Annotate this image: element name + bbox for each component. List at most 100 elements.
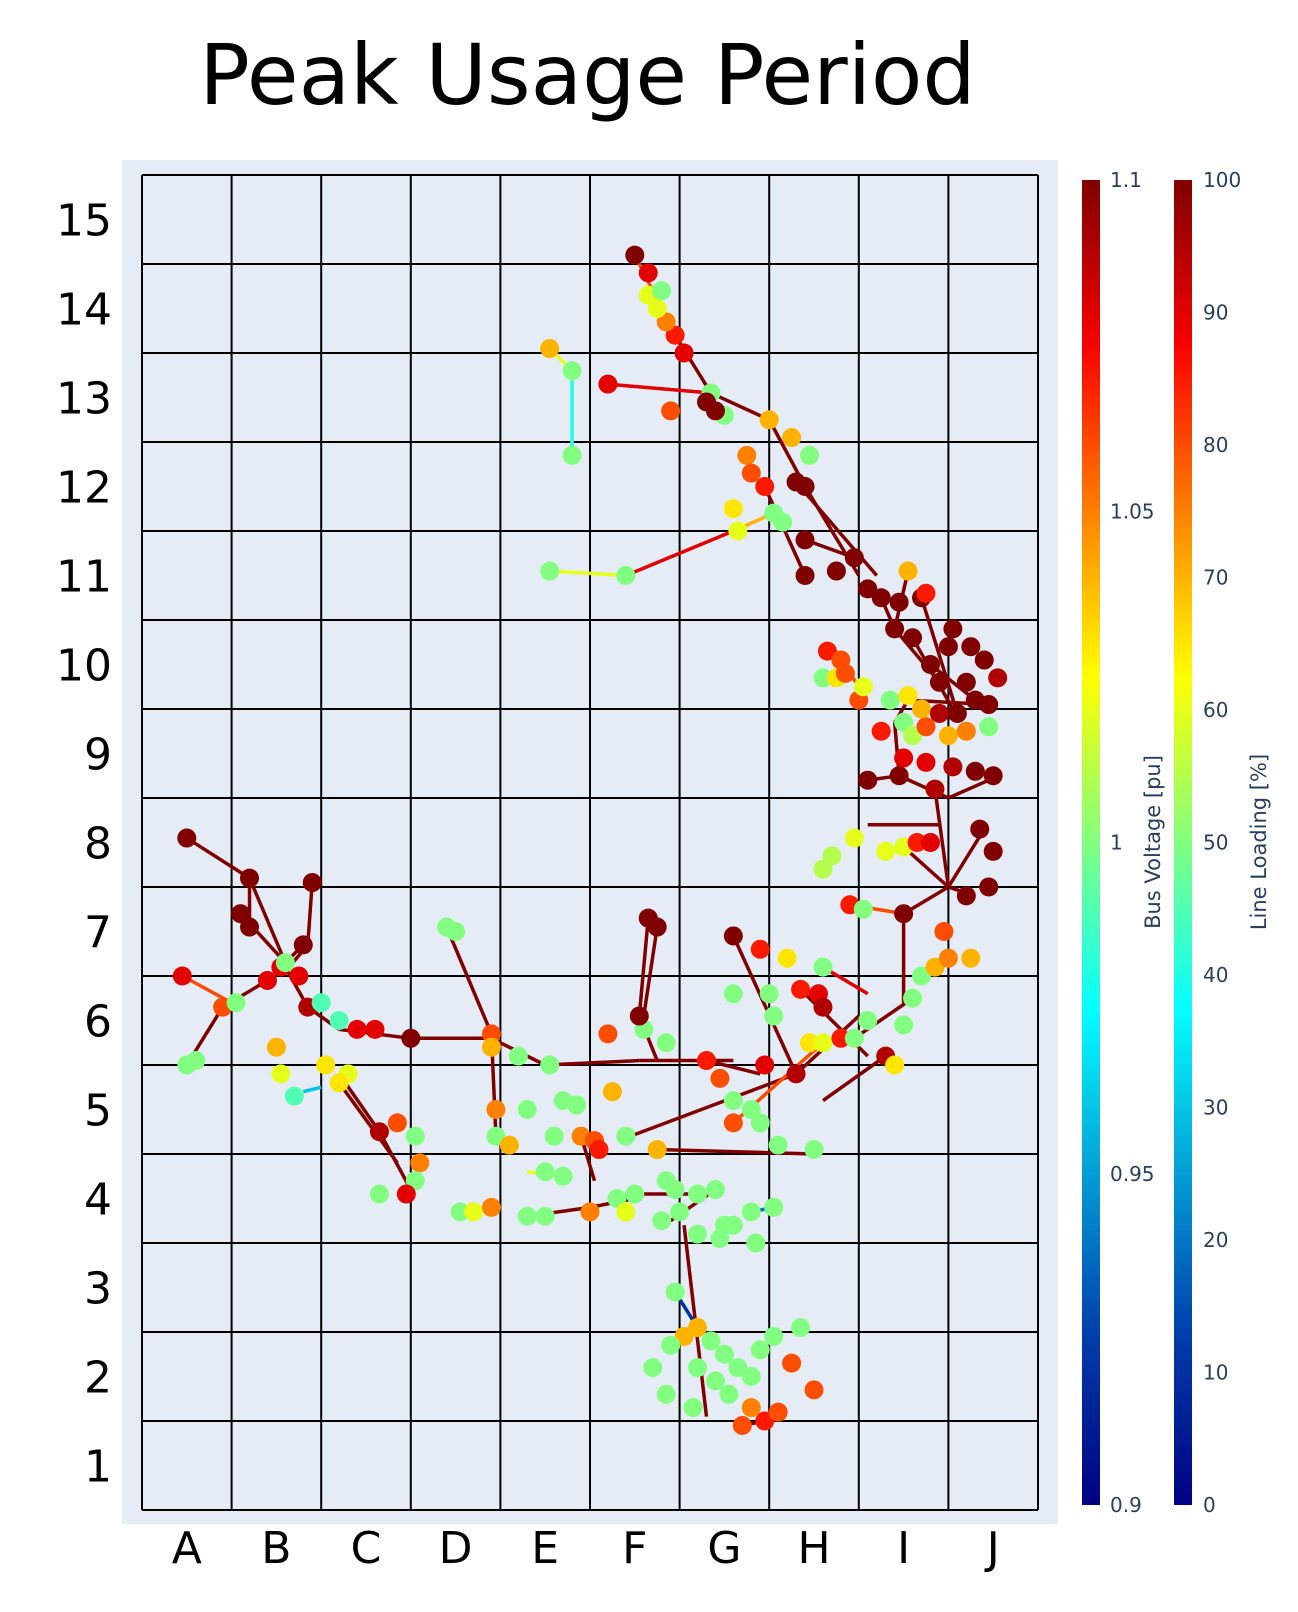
- bus-point: [387, 1113, 407, 1133]
- bus-point: [925, 957, 945, 977]
- bus-point: [804, 1140, 824, 1160]
- x-tick-label: J: [984, 1523, 1000, 1574]
- y-tick-label: 1: [84, 1442, 112, 1493]
- bus-point: [965, 761, 985, 781]
- colorbar-tick-label: 80: [1203, 433, 1228, 457]
- bus-point: [240, 917, 260, 937]
- colorbar-tick-label: 70: [1203, 566, 1228, 590]
- bus-point: [916, 752, 936, 772]
- bus-point: [813, 1033, 833, 1053]
- bus-point: [275, 953, 295, 973]
- bus-point: [903, 628, 923, 648]
- bus-point: [602, 1082, 622, 1102]
- bus-point: [759, 984, 779, 1004]
- bus-point: [598, 1024, 618, 1044]
- colorbar-tick-label: 0.95: [1110, 1162, 1155, 1186]
- bus-point: [696, 1051, 716, 1071]
- bus-point: [616, 566, 636, 585]
- bus-point: [665, 325, 685, 345]
- bus-point: [670, 1202, 690, 1222]
- bus-point: [768, 1402, 788, 1422]
- bus-point: [589, 1140, 609, 1160]
- bus-point: [562, 361, 582, 381]
- x-tick-label: H: [797, 1523, 830, 1574]
- bus-point: [723, 984, 743, 1004]
- line-segment: [710, 391, 770, 422]
- line-segment: [625, 529, 735, 578]
- bus-point: [741, 1367, 761, 1386]
- bus-point: [661, 401, 681, 421]
- bus-point: [540, 561, 560, 581]
- bus-point: [737, 445, 757, 465]
- bus-point: [764, 1197, 784, 1217]
- bus-point: [172, 966, 192, 986]
- line-segment: [919, 597, 960, 714]
- loading-colorbar: 0 10 20 30 40 50 60 70 80 90 100 Line Loading [%]: [1174, 168, 1271, 1517]
- colorbar-tick-label: 30: [1203, 1096, 1228, 1120]
- y-tick-label: 13: [56, 374, 112, 425]
- bus-point: [643, 1358, 663, 1378]
- bus-point: [705, 1371, 725, 1391]
- bus-point: [782, 1353, 802, 1373]
- bus-point: [907, 833, 927, 852]
- bus-point: [835, 663, 855, 683]
- y-tick-label: 10: [56, 641, 112, 692]
- x-tick-label: G: [707, 1523, 741, 1574]
- voltage-colorbar-ticks: 0.9 0.95 1 1.05 1.1: [1110, 168, 1155, 1517]
- bus-point: [929, 703, 949, 723]
- bus-point: [625, 245, 645, 265]
- bus-point: [916, 583, 936, 603]
- bus-point: [674, 1326, 694, 1346]
- line-segment: [247, 877, 287, 964]
- bus-point: [540, 339, 560, 359]
- bus-point: [916, 717, 936, 737]
- bus-point: [535, 1206, 555, 1226]
- bus-point: [894, 1015, 914, 1035]
- colorbar-tick-label: 50: [1203, 831, 1228, 855]
- bus-point: [822, 846, 842, 866]
- bus-point: [696, 392, 716, 412]
- bus-point: [544, 1126, 564, 1146]
- bus-point: [979, 877, 999, 897]
- bus-point: [656, 312, 676, 332]
- line-segment: [629, 1072, 797, 1138]
- bus-point: [714, 1344, 734, 1364]
- colorbar-tick-label: 20: [1203, 1228, 1228, 1252]
- bus-point: [800, 1033, 820, 1053]
- bus-point: [661, 1335, 681, 1355]
- bus-point: [970, 819, 990, 839]
- bus-point: [988, 668, 1008, 688]
- bus-point: [755, 1055, 775, 1075]
- line-segment: [337, 1081, 399, 1164]
- bus-point: [795, 477, 815, 496]
- bus-point: [450, 1202, 470, 1222]
- bus-point: [983, 841, 1003, 861]
- bus-point: [683, 1398, 703, 1418]
- bus-point: [746, 1233, 766, 1253]
- bus-point: [741, 1398, 761, 1418]
- bus-point: [705, 1180, 725, 1200]
- bus-point: [701, 1331, 721, 1351]
- line-segment: [637, 917, 650, 1017]
- y-tick-label: 5: [84, 1086, 112, 1137]
- bus-point: [369, 1122, 389, 1142]
- bus-point: [732, 1415, 752, 1435]
- bus-point: [688, 1358, 708, 1378]
- line-segment: [445, 926, 494, 1035]
- bus-point: [795, 530, 815, 550]
- bus-point: [938, 948, 958, 968]
- bus-point: [710, 1229, 730, 1249]
- bus-point: [616, 1202, 636, 1222]
- bus-point: [652, 1211, 672, 1231]
- bus-point: [858, 770, 878, 790]
- bus-point: [405, 1126, 425, 1146]
- bus-point: [889, 766, 909, 786]
- bus-point: [625, 1184, 645, 1204]
- bus-point: [956, 886, 976, 906]
- bus-point: [231, 904, 251, 924]
- bus-point: [786, 1064, 806, 1084]
- bus-point: [629, 1006, 649, 1026]
- bus-point: [311, 993, 331, 1013]
- bus-point: [665, 1180, 685, 1200]
- bus-point: [898, 561, 918, 581]
